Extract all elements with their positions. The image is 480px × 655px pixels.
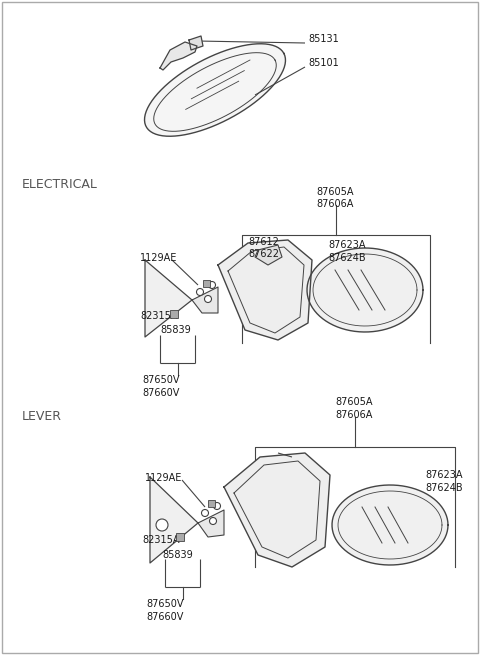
Text: 87606A: 87606A [316,199,353,209]
Text: 85839: 85839 [162,550,193,560]
Circle shape [196,288,204,295]
Text: 87624B: 87624B [425,483,463,493]
Text: 87623A: 87623A [425,470,463,480]
Text: 85131: 85131 [308,34,339,44]
Bar [176,533,184,541]
Text: 87606A: 87606A [335,410,372,420]
Text: 87650V: 87650V [146,599,183,609]
Text: 1129AE: 1129AE [140,253,178,263]
Text: 87622: 87622 [248,249,279,259]
Polygon shape [160,42,197,70]
Polygon shape [255,245,282,265]
Text: 87624B: 87624B [328,253,366,263]
Polygon shape [224,453,330,567]
Text: ELECTRICAL: ELECTRICAL [22,178,98,191]
Polygon shape [307,248,423,332]
Text: 82315A: 82315A [142,535,180,545]
Text: 1129AE: 1129AE [145,473,182,483]
Text: 87650V: 87650V [142,375,180,385]
Text: 82315A: 82315A [140,311,178,321]
Text: 85101: 85101 [308,58,339,68]
Circle shape [202,510,208,517]
Text: LEVER: LEVER [22,410,62,423]
Text: 87605A: 87605A [335,397,372,407]
Circle shape [204,295,212,303]
Bar [203,280,210,287]
Text: 87612: 87612 [248,237,279,247]
Polygon shape [198,510,224,537]
Bar [208,500,215,507]
Polygon shape [145,260,192,337]
Polygon shape [144,44,286,136]
Polygon shape [218,240,312,340]
Circle shape [214,502,220,510]
Circle shape [209,517,216,525]
Circle shape [208,282,216,288]
Polygon shape [192,287,218,313]
Text: 87605A: 87605A [316,187,353,197]
Polygon shape [189,36,203,50]
Text: 87660V: 87660V [146,612,183,622]
Polygon shape [332,485,448,565]
Text: 87623A: 87623A [328,240,365,250]
Text: 87660V: 87660V [142,388,180,398]
Circle shape [156,519,168,531]
Text: 85839: 85839 [160,325,191,335]
Bar [170,310,178,318]
Polygon shape [150,477,198,563]
